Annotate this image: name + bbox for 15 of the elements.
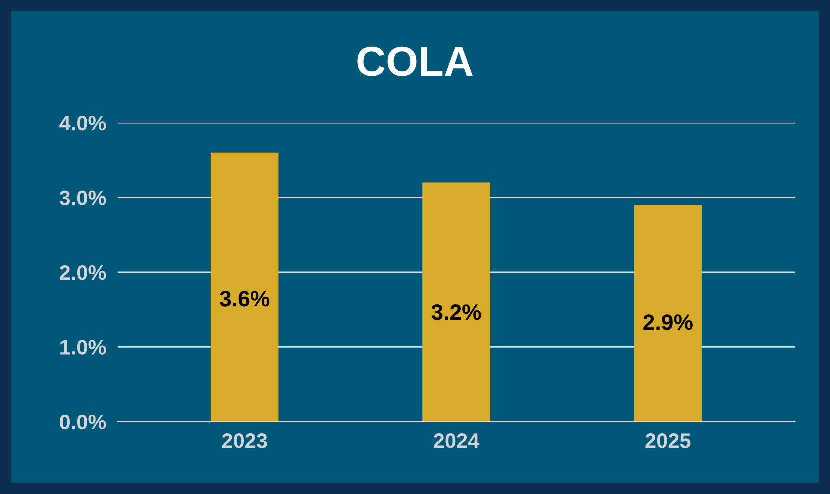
y-tick-label: 1.0%: [60, 340, 106, 355]
x-tick-label: 2023: [222, 434, 268, 448]
bar: [634, 205, 702, 422]
x-tick-label: 2025: [646, 434, 691, 448]
chart-title: COLA: [358, 46, 473, 76]
y-tick-label: 0.0%: [60, 414, 106, 430]
data-label: 2.9%: [644, 314, 693, 330]
x-tick-label: 2024: [434, 434, 480, 448]
y-tick-label: 3.0%: [60, 190, 106, 206]
y-tick-label: 4.0%: [60, 116, 106, 131]
data-label: 3.2%: [432, 304, 482, 320]
y-tick-label: 2.0%: [60, 265, 106, 280]
bar: [210, 152, 279, 422]
data-label: 3.6%: [220, 291, 270, 307]
bar: [422, 182, 490, 422]
